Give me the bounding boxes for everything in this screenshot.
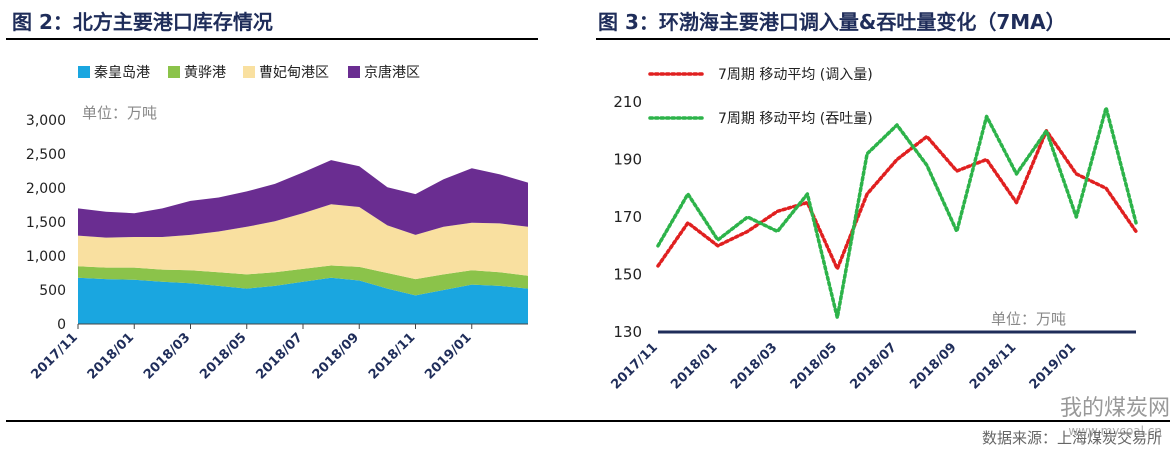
x-tick-label: 2018/03 (728, 340, 780, 392)
y-tick-label: 190 (613, 151, 642, 169)
legend-swatch-0 (78, 66, 90, 78)
legend-label-1: 7周期 移动平均 (吞吐量) (718, 111, 873, 127)
watermark-logo-text: 我的煤炭网 (1059, 396, 1170, 421)
y-tick-label: 2,000 (26, 181, 66, 197)
y-tick-label: 1,000 (26, 249, 66, 265)
area-series-1 (78, 265, 528, 296)
right-unit-note: 单位：万吨 (991, 310, 1066, 328)
x-tick-label: 2018/07 (847, 340, 899, 392)
x-tick-label: 2018/09 (907, 340, 959, 392)
legend-label-2: 曹妃甸港区 (259, 65, 329, 81)
x-tick-label: 2018/11 (366, 330, 418, 382)
right-title-rule (596, 38, 1170, 40)
area-series-0 (78, 277, 528, 324)
x-tick-label: 2019/01 (422, 330, 474, 382)
y-tick-label: 500 (39, 283, 66, 299)
right-figure-title: 图 3：环渤海主要港口调入量&吞吐量变化（7MA） (598, 10, 1066, 34)
x-tick-label: 2018/07 (253, 330, 305, 382)
x-tick-label: 2018/01 (668, 340, 720, 392)
x-tick-label: 2018/09 (310, 330, 362, 382)
y-tick-label: 170 (613, 208, 642, 226)
x-tick-label: 2017/11 (608, 340, 660, 392)
x-tick-label: 2018/11 (967, 340, 1019, 392)
y-tick-label: 2,500 (26, 147, 66, 163)
legend-swatch-2 (243, 66, 255, 78)
line-series-0 (656, 129, 1138, 271)
left-figure-title: 图 2：北方主要港口库存情况 (12, 10, 273, 34)
y-tick-label: 0 (57, 317, 66, 333)
x-tick-label: 2017/11 (28, 330, 80, 382)
x-tick-label: 2018/05 (788, 340, 840, 392)
y-tick-label: 1,500 (26, 215, 66, 231)
legend-label-1: 黄骅港 (184, 64, 226, 81)
y-tick-label: 210 (613, 93, 642, 111)
legend-swatch-3 (348, 66, 360, 78)
bottom-rule (6, 420, 1170, 422)
y-tick-label: 3,000 (26, 113, 66, 129)
x-tick-label: 2018/01 (85, 330, 137, 382)
area-series-3 (78, 160, 528, 238)
legend-swatch-1 (168, 66, 180, 78)
left-title-rule (6, 38, 538, 40)
x-tick-label: 2018/05 (197, 330, 249, 382)
legend-label-0: 秦皇岛港 (94, 65, 150, 81)
right-flow-chart: 7周期 移动平均 (调入量) 7周期 移动平均 (吞吐量) 130 150 170 190… (608, 67, 1138, 393)
left-unit-note: 单位：万吨 (82, 104, 157, 122)
x-tick-label: 2018/03 (141, 330, 193, 382)
y-tick-label: 150 (613, 266, 642, 284)
data-source-note: 数据来源：上海煤炭交易所 (981, 429, 1162, 447)
x-tick-label: 2019/01 (1027, 340, 1079, 392)
legend-label-0: 7周期 移动平均 (调入量) (718, 67, 873, 83)
legend-label-3: 京唐港区 (364, 64, 420, 81)
line-series-1 (656, 106, 1138, 320)
area-series-2 (78, 204, 528, 280)
y-tick-label: 130 (613, 323, 642, 341)
watermark-url: www.mycoal.cn (1068, 424, 1162, 438)
